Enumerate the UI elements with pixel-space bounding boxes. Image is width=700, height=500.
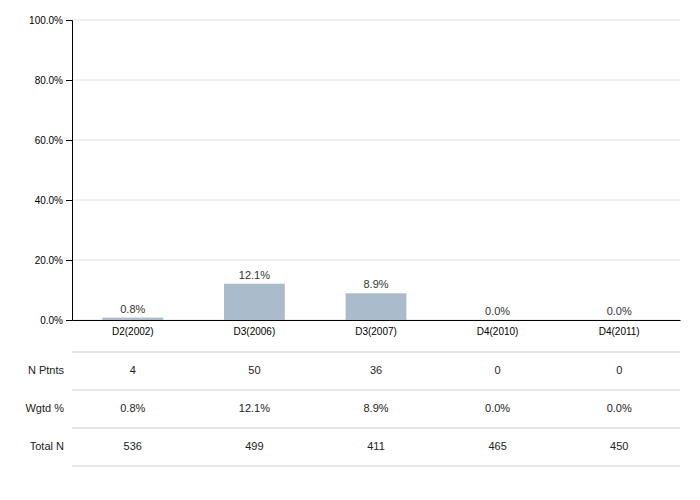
table-cell: 465 <box>488 440 506 452</box>
table-cell: 4 <box>130 364 136 376</box>
grid-line <box>72 20 680 21</box>
axis-line <box>66 21 73 321</box>
tick-mark <box>66 320 72 321</box>
tick-mark <box>66 140 72 141</box>
tick-mark <box>66 20 72 21</box>
tick-label: 40.0% <box>35 195 63 206</box>
table-cell: 12.1% <box>239 402 270 414</box>
table-cell: 536 <box>124 440 142 452</box>
tick: D3(2006) <box>234 326 276 337</box>
tick-label: 80.0% <box>35 75 63 86</box>
tick-label: D2(2002) <box>112 326 154 337</box>
tick-label: 20.0% <box>35 255 63 266</box>
bar <box>224 284 285 320</box>
data-label: 0.8% <box>120 303 145 315</box>
tick: D4(2011) <box>599 326 640 337</box>
bars <box>102 284 406 320</box>
tick-label: 0.0% <box>40 315 63 326</box>
x-axis: D2(2002) D3(2006) D3(2007) D4(2010) D4(2011) <box>73 321 681 338</box>
y-axis: 0.0% 20.0% 40.0% 60.0% 80.0% 100.0% <box>29 15 72 326</box>
tick-label: D4(2011) <box>599 326 640 337</box>
table-cell: 8.9% <box>363 402 388 414</box>
table-rule <box>72 352 680 353</box>
data-label: 0.0% <box>485 305 510 317</box>
tick-mark <box>66 260 72 261</box>
bar <box>346 293 407 320</box>
data-label: 12.1% <box>239 269 270 281</box>
data-labels: 0.8% 12.1% 8.9% 0.0% 0.0% <box>120 269 632 317</box>
table-rule <box>72 428 680 429</box>
table-rule <box>72 466 680 467</box>
table-cell: 0.0% <box>607 402 632 414</box>
axis-line <box>73 320 681 321</box>
table-cell: 0 <box>495 364 501 376</box>
table-rule <box>72 390 680 391</box>
data-label: 8.9% <box>363 278 388 290</box>
bar <box>467 320 528 321</box>
table-cell: 0.0% <box>485 402 510 414</box>
data-label: 0.0% <box>607 305 632 317</box>
table-cell: 450 <box>610 440 628 452</box>
tick-label: 100.0% <box>29 15 63 26</box>
bar <box>589 320 650 321</box>
chart: 0.0%20.0%40.0%60.0%80.0%100.0%D2(2002)D3… <box>0 0 700 500</box>
table-row-label: Total N <box>30 440 64 452</box>
table-cell: 36 <box>370 364 382 376</box>
grid-line <box>72 80 680 81</box>
tick: D3(2007) <box>355 326 397 337</box>
table-row-label: Wgtd % <box>25 402 64 414</box>
tick: 80.0% <box>35 75 72 86</box>
tick: 100.0% <box>29 15 72 26</box>
table-cell: 499 <box>245 440 263 452</box>
table-cell: 0 <box>616 364 622 376</box>
table-cell: 0.8% <box>120 402 145 414</box>
plot: 0.0% 20.0% 40.0% 60.0% 80.0% 100.0% D2(2002) D3… <box>29 15 680 337</box>
table-cell: 411 <box>367 440 385 452</box>
tick: D4(2010) <box>477 326 519 337</box>
table-row-label: N Ptnts <box>28 364 65 376</box>
tick-label: D3(2007) <box>355 326 397 337</box>
tick-mark <box>66 80 72 81</box>
tick-label: D3(2006) <box>234 326 276 337</box>
grid-line <box>72 200 680 201</box>
tick: 60.0% <box>35 135 72 146</box>
grid-line <box>72 260 680 261</box>
table-cell: 50 <box>248 364 260 376</box>
bar <box>102 318 163 320</box>
tick: 0.0% <box>40 315 72 326</box>
tick: 20.0% <box>35 255 72 266</box>
tick: 40.0% <box>35 195 72 206</box>
grid-line <box>72 140 680 141</box>
grid <box>72 20 680 320</box>
table: N Ptnts4503600Wgtd %0.8%12.1%8.9%0.0%0.0… <box>25 352 680 466</box>
tick-label: 60.0% <box>35 135 63 146</box>
tick: D2(2002) <box>112 326 154 337</box>
tick-label: D4(2010) <box>477 326 519 337</box>
tick-mark <box>66 200 72 201</box>
